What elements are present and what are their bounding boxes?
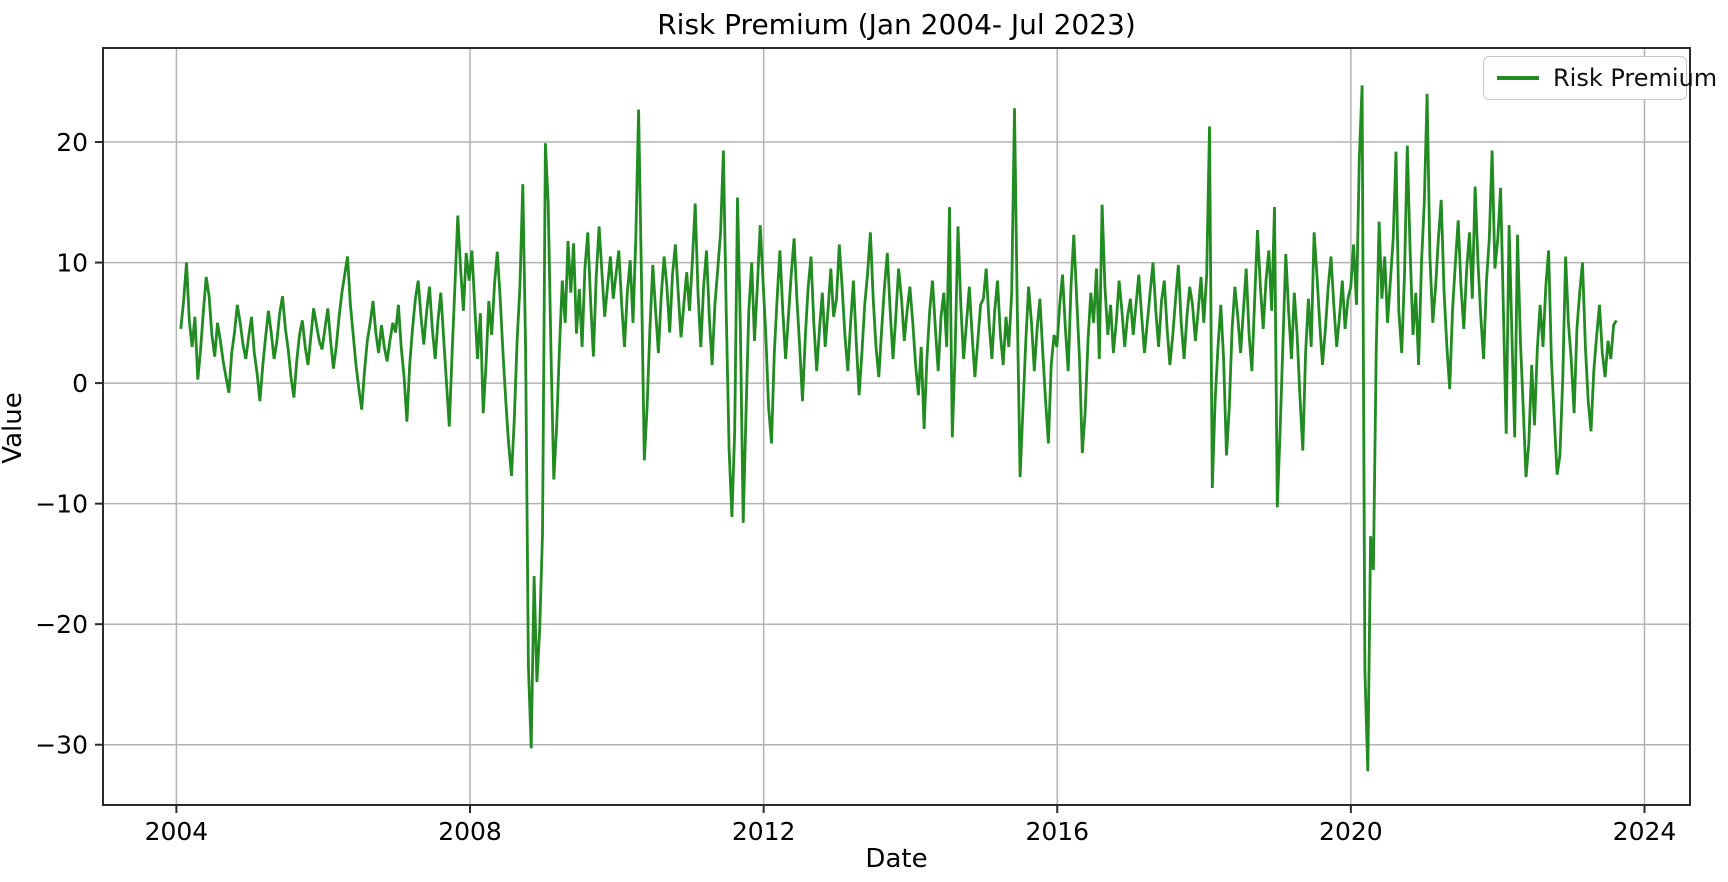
chart-title: Risk Premium (Jan 2004- Jul 2023) bbox=[657, 8, 1136, 41]
y-tick-label: −10 bbox=[35, 490, 88, 519]
x-tick-label: 2016 bbox=[1025, 817, 1089, 846]
axes-border bbox=[102, 47, 1691, 806]
y-tick-label: −30 bbox=[35, 731, 88, 760]
legend: Risk Premium bbox=[1483, 56, 1717, 100]
risk-premium-line bbox=[179, 85, 1618, 772]
y-tick-label: 20 bbox=[56, 128, 88, 157]
x-tick-label: 2012 bbox=[732, 817, 796, 846]
y-tick-label: 10 bbox=[56, 249, 88, 278]
x-tick-label: 2024 bbox=[1613, 817, 1677, 846]
y-axis-label: Value bbox=[0, 392, 28, 464]
x-tick-label: 2004 bbox=[145, 817, 209, 846]
legend-label: Risk Premium bbox=[1553, 64, 1718, 92]
legend-line-sample-icon bbox=[1497, 76, 1539, 80]
x-tick-label: 2008 bbox=[438, 817, 502, 846]
x-axis-label: Date bbox=[865, 844, 928, 874]
y-tick-label: 0 bbox=[72, 369, 88, 398]
x-tick-label: 2020 bbox=[1319, 817, 1383, 846]
y-tick-label: −20 bbox=[35, 610, 88, 639]
